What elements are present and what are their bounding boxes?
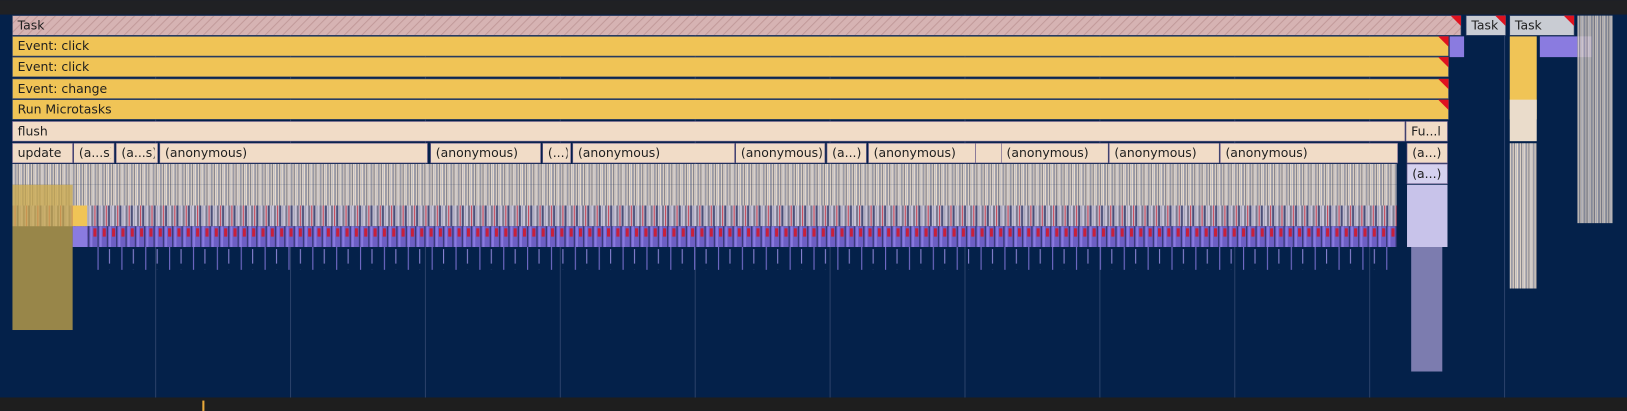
- marker: [202, 400, 205, 411]
- flame-block: [1000, 142, 1109, 164]
- block-label: (a...): [1412, 145, 1441, 160]
- flame-block: [826, 142, 867, 164]
- flame-block: [12, 142, 73, 164]
- block-label: (a...): [832, 145, 861, 160]
- call-block: [72, 226, 88, 248]
- flame-block: [1406, 163, 1448, 185]
- block-label: Event: click: [18, 38, 90, 53]
- flame-block: [1405, 121, 1448, 142]
- call-stack: [1411, 247, 1443, 372]
- call-row: [12, 184, 1397, 206]
- block-label: (anonymous): [741, 145, 823, 160]
- block-label: Event: change: [18, 81, 108, 96]
- block-label: (...): [548, 145, 570, 160]
- block-label: (anonymous): [1006, 145, 1088, 160]
- call-block: [1449, 36, 1465, 58]
- flame-block: [1108, 142, 1220, 164]
- flame-block: [572, 142, 735, 164]
- flame-block: [159, 142, 428, 164]
- call-block: [975, 142, 1002, 164]
- block-label: Task: [1470, 17, 1499, 32]
- bottom-bar: [0, 397, 1627, 411]
- call-stack: [12, 184, 73, 331]
- call-row: [12, 205, 1397, 227]
- block-label: Task: [17, 17, 46, 32]
- block-label: (a...): [1412, 166, 1441, 181]
- block-label: flush: [18, 123, 48, 138]
- block-label: Run Microtasks: [18, 102, 112, 117]
- block-label: update: [18, 145, 62, 160]
- block-label: (anonymous): [436, 145, 518, 160]
- flame-block: [12, 15, 1462, 36]
- block-label: Task: [1514, 17, 1543, 32]
- block-label: (anonymous): [1114, 145, 1196, 160]
- call-stack: [1407, 184, 1448, 248]
- call-row: [87, 226, 1397, 248]
- block-label: (a...s): [79, 145, 115, 160]
- flame-block: [73, 142, 115, 164]
- block-label: (a...s): [121, 145, 157, 160]
- long-task-flag: [1450, 15, 1461, 26]
- call-block: [1509, 143, 1537, 289]
- sub-calls: [12, 15, 1613, 372]
- top-bar: [0, 0, 1627, 15]
- flame-block: [542, 142, 572, 164]
- block-label: Event: click: [18, 59, 90, 74]
- flame-block: [868, 142, 976, 164]
- call-block: [72, 205, 88, 227]
- block-label: (anonymous): [165, 145, 247, 160]
- flame-block: [12, 121, 1406, 142]
- flame-block: [1219, 142, 1398, 164]
- long-task-flag: [1563, 15, 1575, 26]
- flame-block: [12, 36, 1449, 57]
- block-label: (anonymous): [874, 145, 956, 160]
- flame-rows: Task Task Task Event: click Event: click Even…: [12, 15, 1575, 185]
- flame-block: [1406, 142, 1448, 164]
- flame-block: [12, 78, 1449, 99]
- flame-block: [12, 99, 1449, 120]
- call-block: [1577, 15, 1613, 224]
- call-row: [12, 163, 1397, 185]
- call-row: [87, 247, 1397, 270]
- block-label: (anonymous): [578, 145, 660, 160]
- block-label: (anonymous): [1225, 145, 1307, 160]
- block-label: Fu...l: [1411, 123, 1441, 138]
- call-block: [1509, 99, 1537, 142]
- flame-block: [12, 56, 1449, 78]
- flame-block: [430, 142, 541, 164]
- flame-block: [735, 142, 826, 164]
- flame-block: [115, 142, 159, 164]
